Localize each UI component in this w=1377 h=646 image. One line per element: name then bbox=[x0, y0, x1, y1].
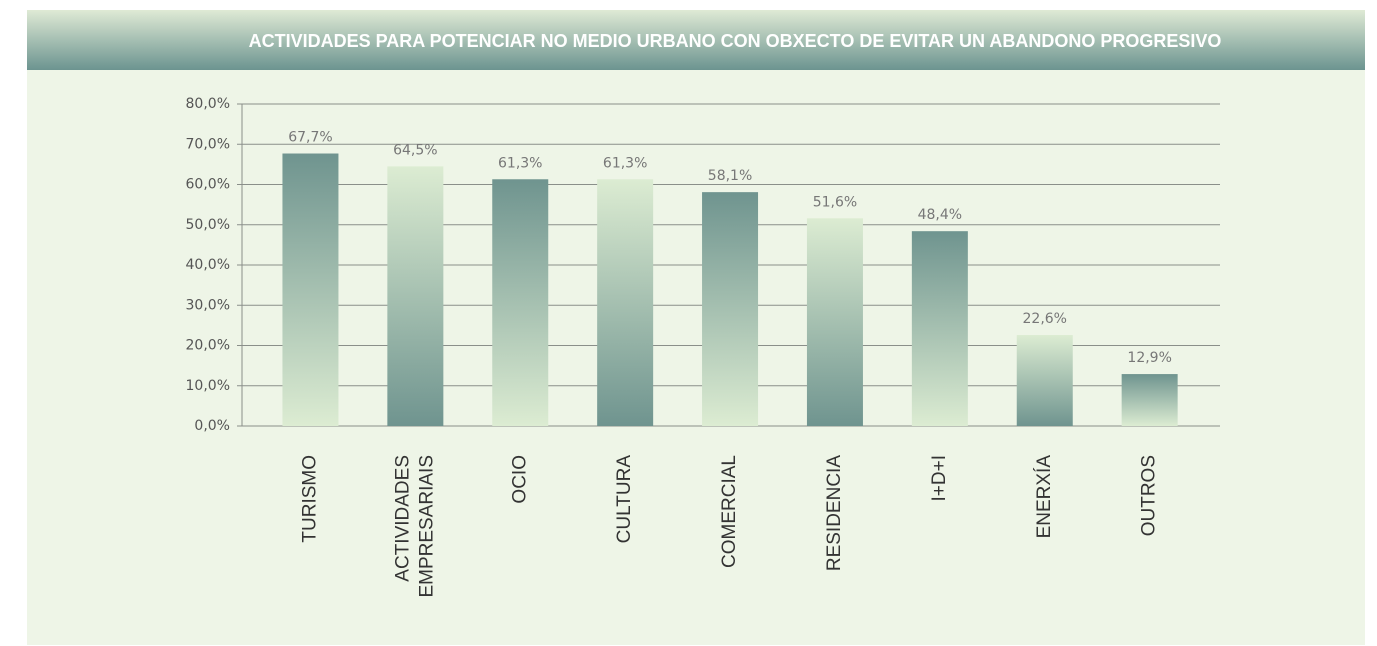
x-tick-label: OUTROS bbox=[1139, 455, 1160, 536]
data-label: 22,6% bbox=[1023, 311, 1067, 327]
header bbox=[27, 10, 1365, 70]
data-label: 61,3% bbox=[498, 155, 542, 171]
data-label: 61,3% bbox=[603, 155, 647, 171]
data-label: 12,9% bbox=[1127, 350, 1171, 366]
panel bbox=[27, 10, 1365, 645]
y-tick-label: 30,0% bbox=[186, 297, 230, 313]
data-label: 64,5% bbox=[393, 142, 437, 158]
x-tick-label: I+D+I bbox=[929, 455, 950, 501]
bar bbox=[597, 179, 654, 426]
x-tick-label: CULTURA bbox=[614, 455, 635, 544]
bar bbox=[387, 166, 444, 426]
data-label: 67,7% bbox=[288, 130, 332, 146]
x-tick-label: COMERCIAL bbox=[719, 455, 740, 568]
x-tick-label: RESIDENCIA bbox=[824, 455, 845, 571]
bar bbox=[492, 179, 549, 426]
bar bbox=[282, 153, 339, 426]
x-tick-label: ENERXÍA bbox=[1034, 455, 1055, 539]
y-tick-label: 40,0% bbox=[186, 257, 230, 273]
x-tick-label: TURISMO bbox=[299, 455, 320, 543]
x-tick-label: ACTIVIDADES EMPRESARIAIS bbox=[392, 455, 437, 598]
x-tick-label: OCIO bbox=[509, 455, 530, 504]
data-label: 51,6% bbox=[813, 194, 857, 210]
y-tick-label: 80,0% bbox=[186, 96, 230, 112]
y-tick-label: 10,0% bbox=[186, 378, 230, 394]
y-tick-label: 50,0% bbox=[186, 217, 230, 233]
y-tick-label: 70,0% bbox=[186, 136, 230, 152]
chart-title: ACTIVIDADES PARA POTENCIAR NO MEDIO URBA… bbox=[249, 31, 1222, 51]
y-tick-label: 60,0% bbox=[186, 177, 230, 193]
bar bbox=[911, 231, 968, 426]
bar bbox=[806, 218, 863, 426]
y-tick-label: 0,0% bbox=[194, 418, 230, 434]
bar bbox=[702, 192, 759, 426]
bar bbox=[1016, 335, 1073, 426]
y-tick-label: 20,0% bbox=[186, 338, 230, 354]
bar bbox=[1121, 374, 1178, 426]
data-label: 58,1% bbox=[708, 168, 752, 184]
data-label: 48,4% bbox=[918, 207, 962, 223]
